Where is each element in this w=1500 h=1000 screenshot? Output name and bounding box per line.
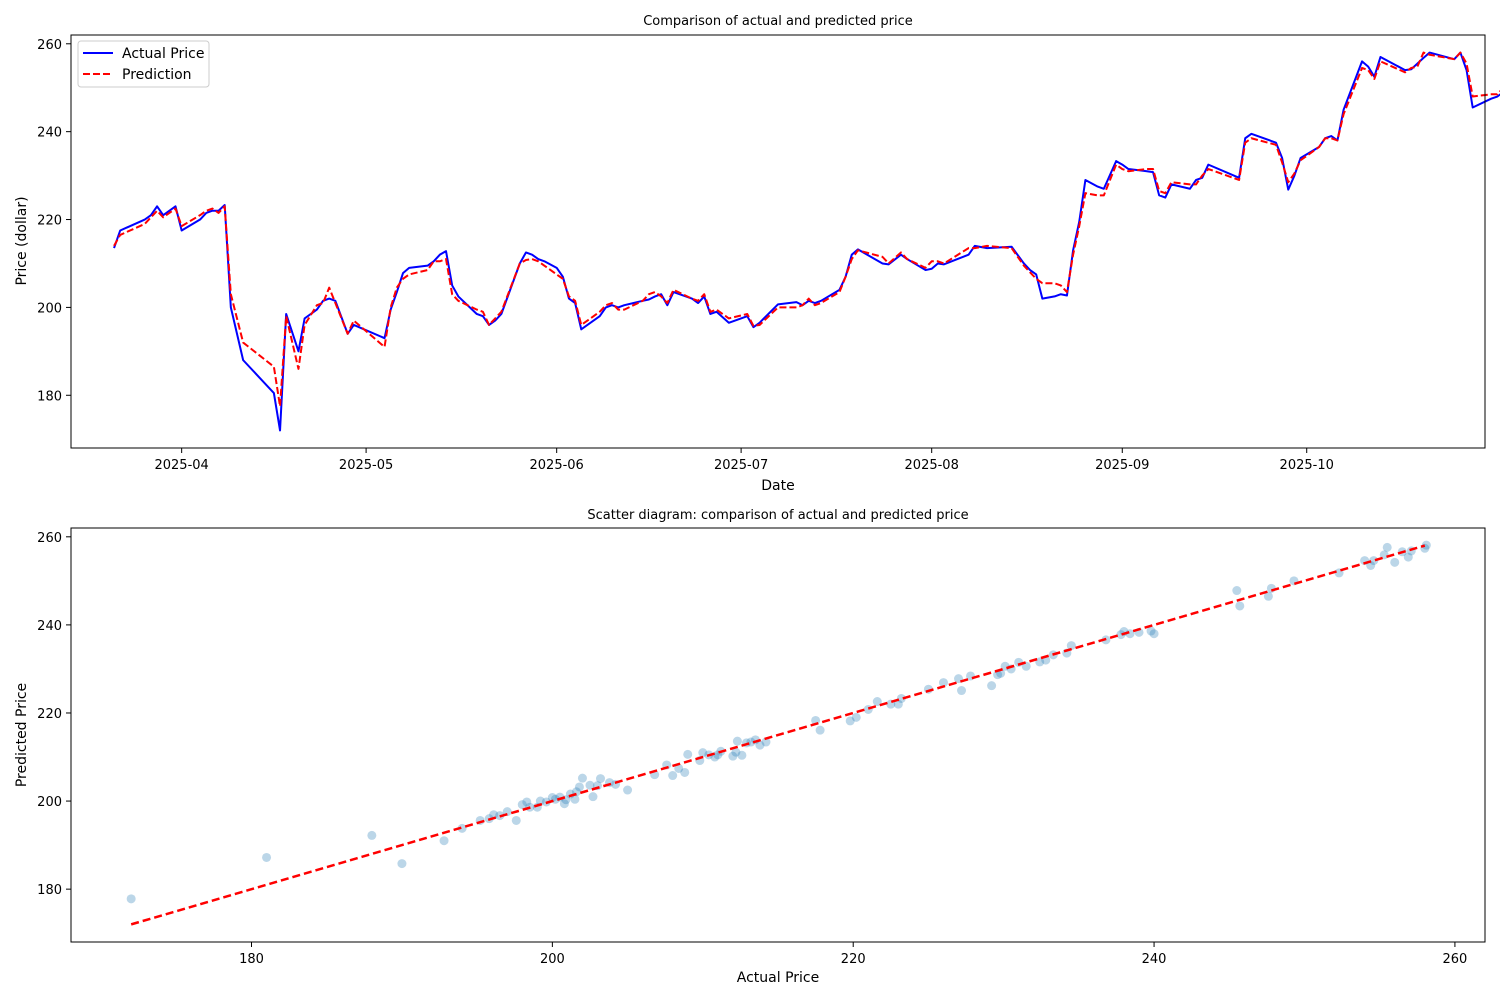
scatter-point [1116,630,1126,640]
scatter-point [439,836,449,846]
y-tick-label: 180 [37,389,62,404]
scatter-point [1421,540,1431,550]
scatter-chart-reference-line [130,544,1426,926]
y-tick-label: 220 [37,214,62,229]
scatter-point [957,686,967,696]
y-tick-label: 180 [37,883,62,898]
scatter-point [457,823,467,833]
legend-label-prediction: Prediction [122,67,192,83]
line-chart-series-group [113,51,1500,432]
y-tick-label: 240 [37,126,62,141]
line-chart-y-ticks: 180 200 220 240 260 [37,38,71,404]
scatter-chart-title: Scatter diagram: comparison of actual an… [587,508,968,523]
scatter-point [987,681,997,691]
scatter-point [938,678,948,688]
scatter-point [731,747,741,757]
x-tick-label: 2025-07 [714,458,768,473]
scatter-point [535,796,545,806]
scatter-point [367,830,377,840]
scatter-point [1390,557,1400,567]
scatter-point [577,773,587,783]
scatter-point [755,740,765,750]
scatter-chart-x-axis-label: Actual Price [737,970,819,986]
scatter-point [1149,629,1159,639]
line-chart-x-ticks: 2025-04 2025-05 2025-06 2025-07 2025-08 2025-… [154,448,1334,473]
y-tick-label: 260 [37,38,62,53]
scatter-point [623,785,633,795]
scatter-chart-y-ticks: 180 200 220 240 260 [37,531,71,898]
y-tick-label: 200 [37,795,62,810]
x-tick-label: 180 [239,952,264,967]
scatter-point [732,736,742,746]
scatter-point [668,771,678,781]
scatter-chart-y-axis-label: Predicted Price [14,683,30,787]
scatter-point [1035,657,1045,667]
scatter-point [737,750,747,760]
x-tick-label: 2025-06 [530,458,584,473]
y-tick-label: 260 [37,531,62,546]
scatter-point [588,792,598,802]
scatter-point [1382,542,1392,552]
scatter-point [863,704,873,714]
line-chart-axes-frame [70,34,1486,449]
scatter-point [570,794,580,804]
scatter-point [397,859,407,869]
scatter-point [1403,552,1413,562]
scatter-point [522,797,532,807]
scatter-point [559,799,569,809]
scatter-point [126,894,136,904]
scatter-point [585,780,595,790]
y-tick-label: 200 [37,301,62,316]
x-tick-label: 220 [841,952,866,967]
scatter-point [698,748,708,758]
scatter-point [1066,641,1076,651]
scatter-point [596,774,605,784]
x-tick-label: 2025-09 [1095,458,1149,473]
scatter-point [547,793,557,803]
line-chart-x-axis-label: Date [761,478,794,494]
x-tick-label: 200 [540,952,565,967]
scatter-point [845,716,855,726]
x-tick-label: 260 [1443,952,1468,967]
scatter-point [1263,591,1273,601]
line-chart: Comparison of actual and predicted price… [14,14,1500,494]
scatter-point [517,800,527,810]
scatter-point [680,767,690,777]
scatter-point [683,749,693,759]
legend-label-actual-price: Actual Price [122,46,204,62]
scatter-point [511,815,521,825]
scatter-point [872,697,882,707]
x-tick-label: 240 [1142,952,1167,967]
y-tick-label: 240 [37,619,62,634]
scatter-point [815,725,825,735]
scatter-point [728,751,738,761]
series-line-prediction [113,51,1500,408]
scatter-chart: Scatter diagram: comparison of actual an… [14,508,1486,986]
line-chart-legend: Actual Price Prediction [77,40,210,88]
line-chart-y-axis-label: Price (dollar) [14,196,30,285]
scatter-point [574,782,584,792]
x-tick-label: 2025-04 [154,458,208,473]
x-tick-label: 2025-10 [1280,458,1334,473]
scatter-point [1369,556,1379,566]
scatter-point [489,810,499,820]
x-tick-label: 2025-08 [905,458,959,473]
scatter-point [1146,626,1156,636]
line-chart-title: Comparison of actual and predicted price [643,14,913,29]
scatter-point [1232,586,1242,596]
scatter-point [761,737,771,747]
scatter-point [674,763,684,773]
scatter-point [893,699,903,709]
scatter-chart-axes-frame [70,527,1486,943]
scatter-point [851,712,861,722]
scatter-point [262,852,272,862]
x-tick-label: 2025-05 [339,458,393,473]
scatter-chart-x-ticks: 180 200 220 240 260 [239,942,1467,967]
scatter-point [1235,601,1245,611]
y-tick-label: 220 [37,707,62,722]
